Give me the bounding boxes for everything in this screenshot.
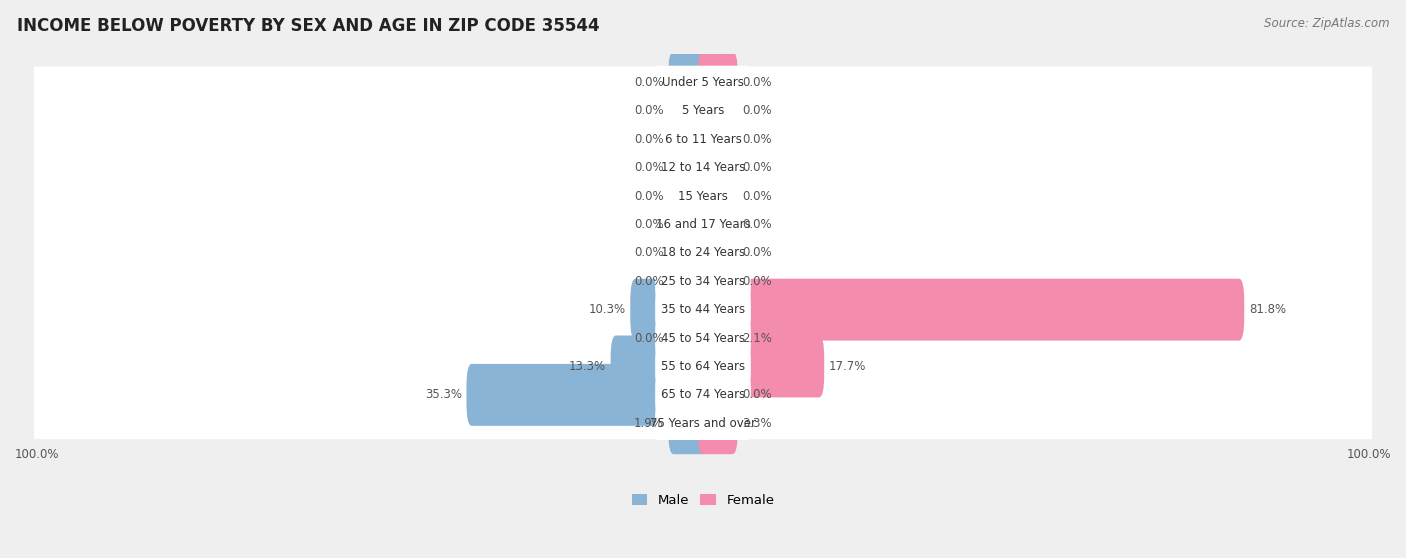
FancyBboxPatch shape <box>655 179 751 213</box>
Text: INCOME BELOW POVERTY BY SEX AND AGE IN ZIP CODE 35544: INCOME BELOW POVERTY BY SEX AND AGE IN Z… <box>17 17 599 35</box>
FancyBboxPatch shape <box>697 335 824 397</box>
FancyBboxPatch shape <box>655 94 751 128</box>
Text: Source: ZipAtlas.com: Source: ZipAtlas.com <box>1264 17 1389 30</box>
FancyBboxPatch shape <box>34 66 1372 98</box>
FancyBboxPatch shape <box>697 194 738 256</box>
Text: 13.3%: 13.3% <box>569 360 606 373</box>
FancyBboxPatch shape <box>655 208 751 241</box>
FancyBboxPatch shape <box>655 321 751 355</box>
FancyBboxPatch shape <box>34 350 1372 382</box>
Text: 100.0%: 100.0% <box>1347 448 1391 461</box>
Text: 12 to 14 Years: 12 to 14 Years <box>661 161 745 174</box>
FancyBboxPatch shape <box>697 80 738 142</box>
Text: 6 to 11 Years: 6 to 11 Years <box>665 133 741 146</box>
FancyBboxPatch shape <box>34 209 1372 240</box>
Text: 35 to 44 Years: 35 to 44 Years <box>661 303 745 316</box>
Text: 0.0%: 0.0% <box>742 275 772 288</box>
Text: 0.0%: 0.0% <box>634 104 664 117</box>
Text: 1.9%: 1.9% <box>634 417 664 430</box>
FancyBboxPatch shape <box>697 137 738 199</box>
Text: 3.3%: 3.3% <box>742 417 772 430</box>
FancyBboxPatch shape <box>34 180 1372 212</box>
FancyBboxPatch shape <box>697 51 738 113</box>
Text: 25 to 34 Years: 25 to 34 Years <box>661 275 745 288</box>
FancyBboxPatch shape <box>655 350 751 383</box>
FancyBboxPatch shape <box>34 379 1372 411</box>
Text: 55 to 64 Years: 55 to 64 Years <box>661 360 745 373</box>
FancyBboxPatch shape <box>668 307 709 369</box>
FancyBboxPatch shape <box>655 151 751 184</box>
FancyBboxPatch shape <box>34 407 1372 439</box>
Text: 0.0%: 0.0% <box>634 190 664 203</box>
Text: 65 to 74 Years: 65 to 74 Years <box>661 388 745 401</box>
Text: 0.0%: 0.0% <box>742 133 772 146</box>
FancyBboxPatch shape <box>668 165 709 227</box>
Text: 15 Years: 15 Years <box>678 190 728 203</box>
Text: 0.0%: 0.0% <box>742 190 772 203</box>
FancyBboxPatch shape <box>34 95 1372 127</box>
FancyBboxPatch shape <box>668 51 709 113</box>
FancyBboxPatch shape <box>668 392 709 454</box>
Text: 0.0%: 0.0% <box>742 218 772 231</box>
FancyBboxPatch shape <box>655 264 751 298</box>
Text: 45 to 54 Years: 45 to 54 Years <box>661 331 745 344</box>
FancyBboxPatch shape <box>655 378 751 412</box>
Text: 81.8%: 81.8% <box>1249 303 1286 316</box>
Text: 0.0%: 0.0% <box>634 246 664 259</box>
FancyBboxPatch shape <box>668 80 709 142</box>
FancyBboxPatch shape <box>697 251 738 312</box>
Text: 0.0%: 0.0% <box>634 218 664 231</box>
Text: 0.0%: 0.0% <box>634 331 664 344</box>
Text: 10.3%: 10.3% <box>589 303 626 316</box>
Text: 0.0%: 0.0% <box>742 104 772 117</box>
Text: 5 Years: 5 Years <box>682 104 724 117</box>
Text: 75 Years and over: 75 Years and over <box>650 417 756 430</box>
FancyBboxPatch shape <box>34 266 1372 297</box>
FancyBboxPatch shape <box>34 152 1372 184</box>
FancyBboxPatch shape <box>697 108 738 170</box>
Text: 100.0%: 100.0% <box>15 448 59 461</box>
Legend: Male, Female: Male, Female <box>626 489 780 513</box>
FancyBboxPatch shape <box>668 194 709 256</box>
FancyBboxPatch shape <box>655 236 751 270</box>
FancyBboxPatch shape <box>610 335 709 397</box>
FancyBboxPatch shape <box>655 66 751 99</box>
Text: 0.0%: 0.0% <box>742 246 772 259</box>
FancyBboxPatch shape <box>34 123 1372 155</box>
Text: 0.0%: 0.0% <box>634 133 664 146</box>
FancyBboxPatch shape <box>697 165 738 227</box>
FancyBboxPatch shape <box>655 406 751 440</box>
Text: 35.3%: 35.3% <box>425 388 463 401</box>
FancyBboxPatch shape <box>655 293 751 326</box>
FancyBboxPatch shape <box>655 123 751 156</box>
Text: 0.0%: 0.0% <box>634 76 664 89</box>
FancyBboxPatch shape <box>630 278 709 340</box>
Text: 0.0%: 0.0% <box>742 161 772 174</box>
FancyBboxPatch shape <box>34 237 1372 269</box>
FancyBboxPatch shape <box>697 278 1244 340</box>
Text: 0.0%: 0.0% <box>742 76 772 89</box>
FancyBboxPatch shape <box>697 307 738 369</box>
Text: 2.1%: 2.1% <box>742 331 772 344</box>
Text: 0.0%: 0.0% <box>742 388 772 401</box>
Text: Under 5 Years: Under 5 Years <box>662 76 744 89</box>
FancyBboxPatch shape <box>668 222 709 284</box>
Text: 18 to 24 Years: 18 to 24 Years <box>661 246 745 259</box>
FancyBboxPatch shape <box>668 137 709 199</box>
FancyBboxPatch shape <box>668 108 709 170</box>
Text: 17.7%: 17.7% <box>828 360 866 373</box>
Text: 16 and 17 Years: 16 and 17 Years <box>655 218 751 231</box>
FancyBboxPatch shape <box>697 392 738 454</box>
FancyBboxPatch shape <box>668 251 709 312</box>
FancyBboxPatch shape <box>697 364 738 426</box>
Text: 0.0%: 0.0% <box>634 161 664 174</box>
Text: 0.0%: 0.0% <box>634 275 664 288</box>
FancyBboxPatch shape <box>34 294 1372 325</box>
FancyBboxPatch shape <box>34 322 1372 354</box>
FancyBboxPatch shape <box>467 364 709 426</box>
FancyBboxPatch shape <box>697 222 738 284</box>
